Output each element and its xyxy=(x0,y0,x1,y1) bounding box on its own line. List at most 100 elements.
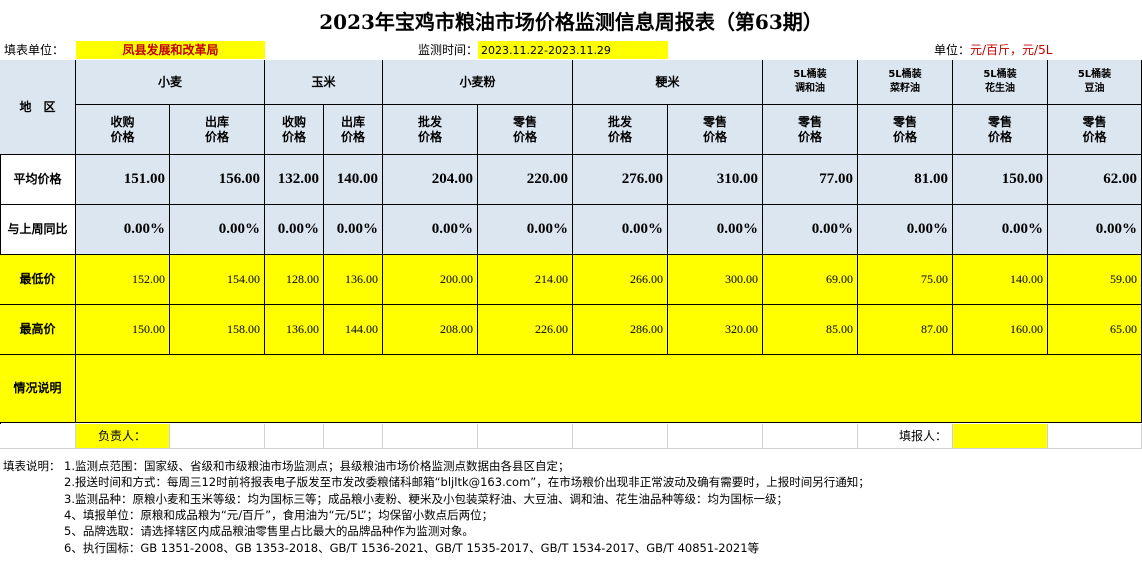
price-cell: 200.00 xyxy=(383,255,478,305)
price-cell: 0.00% xyxy=(76,205,170,255)
price-cell: 62.00 xyxy=(1048,155,1142,205)
price-cell: 156.00 xyxy=(170,155,265,205)
remarks-area xyxy=(76,355,1142,423)
price-cell: 226.00 xyxy=(478,305,573,355)
sub-header: 收购 价格 xyxy=(76,105,170,155)
footer-cell xyxy=(763,424,858,449)
sub-header: 零售 价格 xyxy=(763,105,858,155)
footer-cell xyxy=(265,424,324,449)
footer-cell xyxy=(953,424,1048,449)
price-cell: 204.00 xyxy=(383,155,478,205)
group-header: 小麦粉 xyxy=(383,60,573,105)
price-cell: 140.00 xyxy=(953,255,1048,305)
price-cell: 87.00 xyxy=(858,305,953,355)
row-label: 最高价 xyxy=(0,305,76,355)
price-cell: 0.00% xyxy=(383,205,478,255)
sub-header: 零售 价格 xyxy=(478,105,573,155)
sub-header: 零售 价格 xyxy=(668,105,763,155)
price-cell: 0.00% xyxy=(265,205,324,255)
sub-header: 批发 价格 xyxy=(573,105,668,155)
note-item: 2.报送时间和方式：每周三12时前将报表电子版发至市发改委粮储科邮箱“bljlt… xyxy=(64,475,870,490)
sub-header: 出库 价格 xyxy=(170,105,265,155)
group-header: 小麦 xyxy=(76,60,265,105)
price-cell: 0.00% xyxy=(1048,205,1142,255)
sub-header: 收购 价格 xyxy=(265,105,324,155)
sub-header: 零售 价格 xyxy=(858,105,953,155)
price-cell: 77.00 xyxy=(763,155,858,205)
price-cell: 300.00 xyxy=(668,255,763,305)
group-header: 5L桶装 菜籽油 xyxy=(858,60,953,105)
sub-header: 零售 价格 xyxy=(953,105,1048,155)
footer-cell xyxy=(573,424,668,449)
sub-header: 批发 价格 xyxy=(383,105,478,155)
price-cell: 136.00 xyxy=(324,255,383,305)
note-item: 5、品牌选取：请选择辖区内成品粮油零售里占比最大的品牌品种作为监测对象。 xyxy=(64,524,474,539)
period-label: 监测时间： xyxy=(417,42,478,57)
unit: 元/百斤，元/5L xyxy=(970,42,1053,57)
footer-cell xyxy=(170,424,265,449)
footer-cell xyxy=(324,424,383,449)
period: 2023.11.22-2023.11.29 xyxy=(478,41,668,59)
footer-cell xyxy=(858,424,953,449)
note-item: 4、填报单位：原粮和成品粮为“元/百斤”，食用油为“元/5L”；均保留小数点后两… xyxy=(64,507,494,522)
price-cell: 69.00 xyxy=(763,255,858,305)
row-label: 平均价格 xyxy=(0,155,76,205)
note-item: 1.监测点范围：国家级、省级和市级粮油市场监测点；县级粮油市场价格监测点数据由各… xyxy=(64,459,570,473)
price-cell: 276.00 xyxy=(573,155,668,205)
price-cell: 0.00% xyxy=(324,205,383,255)
price-cell: 320.00 xyxy=(668,305,763,355)
price-cell: 0.00% xyxy=(763,205,858,255)
note-item: 3.监测品种：原粮小麦和玉米等级：均为国标三等；成品粮小麦粉、粳米及小包装菜籽油… xyxy=(64,491,788,506)
sub-header: 出库 价格 xyxy=(324,105,383,155)
responsible-label: 负责人： xyxy=(97,429,146,443)
footer-cell xyxy=(478,424,573,449)
sub-header: 零售 价格 xyxy=(1048,105,1142,155)
price-cell: 65.00 xyxy=(1048,305,1142,355)
price-cell: 128.00 xyxy=(265,255,324,305)
footer-cell xyxy=(76,424,170,449)
footer-cell xyxy=(668,424,763,449)
price-cell: 85.00 xyxy=(763,305,858,355)
price-cell: 59.00 xyxy=(1048,255,1142,305)
price-cell: 286.00 xyxy=(573,305,668,355)
filler: 凤县发展和改革局 xyxy=(76,41,265,59)
price-cell: 154.00 xyxy=(170,255,265,305)
price-cell: 158.00 xyxy=(170,305,265,355)
filler-label: 填表单位： xyxy=(4,42,65,57)
footer-cell xyxy=(0,424,76,449)
price-cell: 150.00 xyxy=(953,155,1048,205)
price-cell: 0.00% xyxy=(668,205,763,255)
price-cell: 152.00 xyxy=(76,255,170,305)
footer-cell xyxy=(1048,424,1142,449)
price-cell: 140.00 xyxy=(324,155,383,205)
notes-label: 填表说明： xyxy=(3,459,61,473)
group-header: 5L桶装 调和油 xyxy=(763,60,858,105)
price-cell: 81.00 xyxy=(858,155,953,205)
price-cell: 0.00% xyxy=(858,205,953,255)
row-label: 最低价 xyxy=(0,255,76,305)
price-cell: 220.00 xyxy=(478,155,573,205)
report-title: 2023年宝鸡市粮油市场价格监测信息周报表（第63期） xyxy=(319,10,823,34)
price-cell: 208.00 xyxy=(383,305,478,355)
region-header: 地 区 xyxy=(0,60,76,155)
row-label: 与上周同比 xyxy=(0,205,76,255)
group-header: 玉米 xyxy=(265,60,383,105)
note-item: 6、执行国标：GB 1351-2008、GB 1353-2018、GB/T 15… xyxy=(64,540,760,555)
price-cell: 266.00 xyxy=(573,255,668,305)
price-cell: 0.00% xyxy=(478,205,573,255)
unit-label: 单位： xyxy=(933,42,970,57)
price-cell: 150.00 xyxy=(76,305,170,355)
price-cell: 160.00 xyxy=(953,305,1048,355)
price-cell: 214.00 xyxy=(478,255,573,305)
remarks-label: 情况说明 xyxy=(0,355,76,423)
footer-cell xyxy=(383,424,478,449)
price-cell: 310.00 xyxy=(668,155,763,205)
group-header: 5L桶装 花生油 xyxy=(953,60,1048,105)
price-cell: 75.00 xyxy=(858,255,953,305)
filled-by-label: 填报人： xyxy=(898,429,947,443)
price-cell: 144.00 xyxy=(324,305,383,355)
price-cell: 0.00% xyxy=(953,205,1048,255)
price-cell: 0.00% xyxy=(170,205,265,255)
price-cell: 0.00% xyxy=(573,205,668,255)
